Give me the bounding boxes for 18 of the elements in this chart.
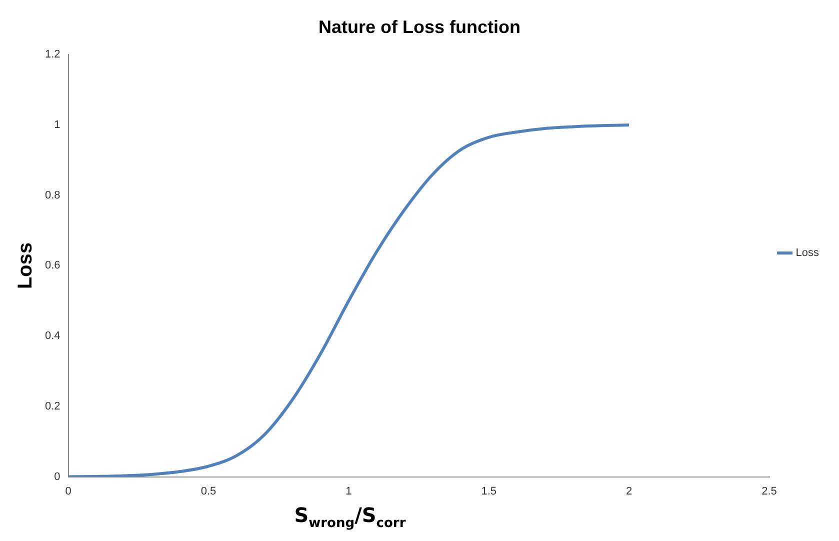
chart-title: Nature of Loss function bbox=[318, 16, 520, 37]
line-series bbox=[68, 123, 631, 477]
x-tick-label: 1.5 bbox=[481, 485, 497, 498]
y-tick-label: 1 bbox=[54, 119, 60, 131]
x-tick-label: 0.5 bbox=[200, 485, 216, 498]
legend-label: Loss bbox=[796, 247, 820, 260]
y-tick-label: 1.2 bbox=[44, 48, 60, 61]
x-tick-label: 2 bbox=[626, 485, 632, 498]
x-axis-title: S$_{wrong}$/S$_{corr}$ bbox=[293, 503, 407, 531]
x-tick-label: 1 bbox=[346, 485, 352, 498]
x-tick-label: 2.5 bbox=[762, 485, 777, 498]
y-tick-label: 0.2 bbox=[44, 400, 60, 412]
y-tick-label: 0.4 bbox=[44, 330, 60, 342]
y-tick-label: 0 bbox=[54, 470, 60, 483]
y-axis-title: Loss bbox=[14, 242, 37, 290]
x-tick-label: 0 bbox=[65, 485, 72, 498]
y-tick-label: 0.8 bbox=[44, 189, 60, 202]
y-tick-label: 0.6 bbox=[44, 260, 60, 272]
